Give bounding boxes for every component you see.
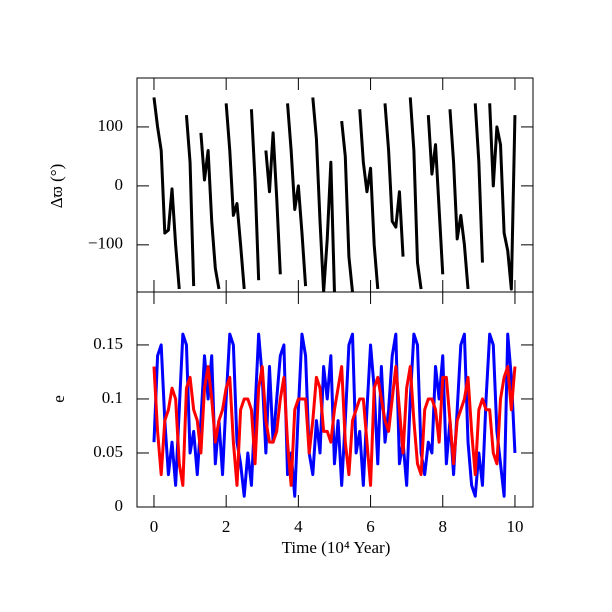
plot-frame [136, 291, 534, 508]
y-axis-label: e [49, 395, 68, 403]
x-tick-label: 0 [150, 517, 159, 536]
x-axis-label: Time (10⁴ Year) [282, 538, 391, 557]
x-tick-label: 6 [366, 517, 375, 536]
series-line [152, 97, 517, 292]
x-tick-label: 10 [506, 517, 523, 536]
series-line [152, 365, 517, 487]
y-axis-label: Δϖ (°) [47, 164, 66, 209]
x-tick-label: 2 [222, 517, 231, 536]
y-tick-label: 100 [98, 116, 124, 135]
x-tick-label: 4 [294, 517, 303, 536]
y-tick-label: −100 [88, 234, 123, 253]
y-tick-label: 0 [115, 175, 124, 194]
y-tick-label: 0.05 [93, 442, 123, 461]
y-tick-label: 0.15 [93, 334, 123, 353]
x-tick-label: 8 [439, 517, 448, 536]
y-tick-label: 0.1 [102, 388, 123, 407]
y-tick-label: 0 [115, 496, 124, 515]
